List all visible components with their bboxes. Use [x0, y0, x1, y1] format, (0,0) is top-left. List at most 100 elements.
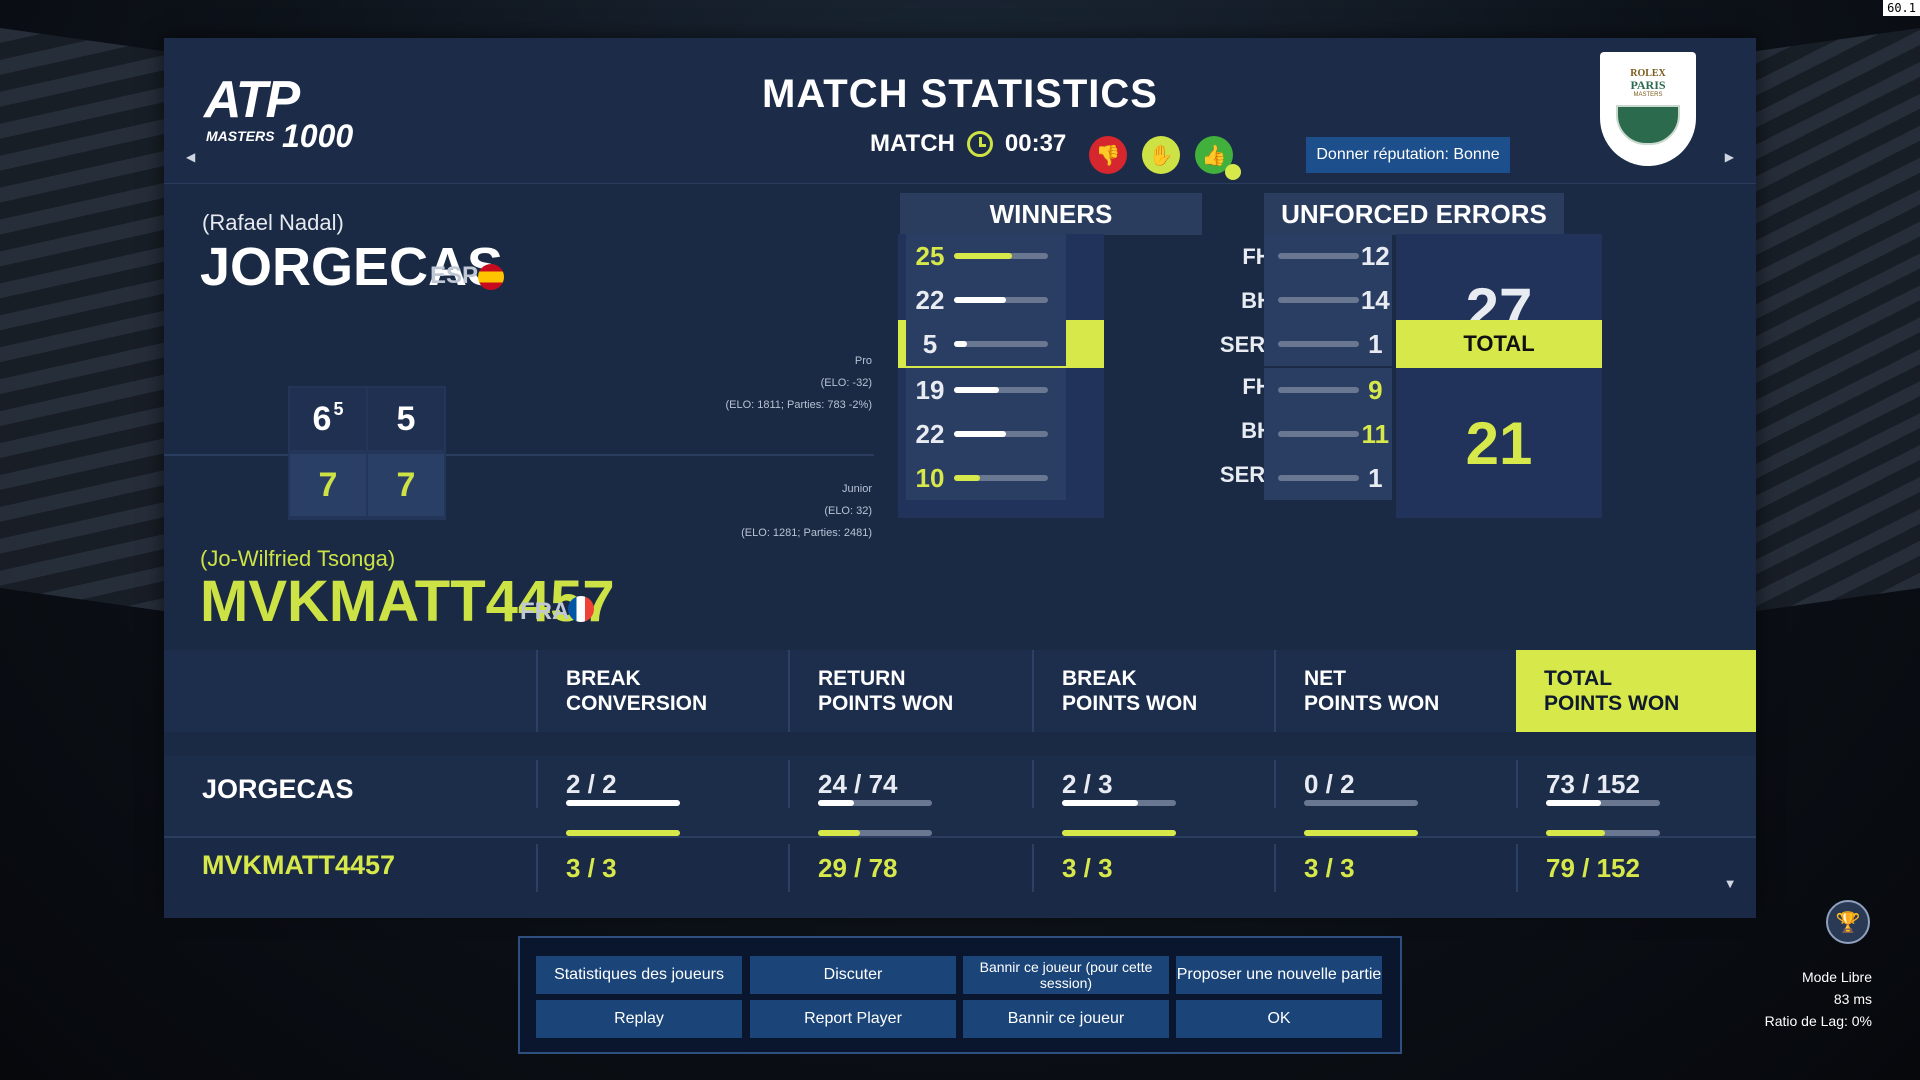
table-cell: 29 / 78: [788, 844, 898, 892]
report-player-button[interactable]: Report Player: [750, 1000, 956, 1038]
thumbs-down-icon[interactable]: 👎: [1089, 136, 1127, 174]
player-divider: [164, 454, 874, 456]
winners-p2-fh: 19: [906, 368, 1066, 412]
game-mode: Mode Libre: [1801, 969, 1872, 985]
winners-bar: [954, 341, 1048, 347]
p1-set2-score: 5: [368, 388, 444, 450]
errors-p2-bh: 11: [1264, 412, 1392, 456]
errors-bar: [1278, 341, 1359, 347]
clock-icon: [966, 131, 993, 157]
winners-bar-fill: [954, 297, 1006, 303]
winners-bar-fill: [954, 431, 1006, 437]
replay-button[interactable]: Replay: [536, 1000, 742, 1038]
action-menu: Statistiques des joueurs Discuter Bannir…: [518, 936, 1402, 1054]
next-arrow-icon[interactable]: ▶: [1724, 150, 1734, 164]
errors-bar: [1278, 253, 1359, 259]
errors-bar: [1278, 431, 1359, 437]
winners-value: 22: [915, 284, 945, 315]
errors-value: 14: [1360, 284, 1390, 315]
winners-bar-fill: [954, 341, 968, 347]
page-title: MATCH STATISTICS: [762, 72, 1158, 116]
errors-value: 11: [1361, 418, 1390, 449]
winners-bar-fill: [954, 475, 981, 481]
table-bar: [1062, 830, 1176, 836]
winners-bar-fill: [954, 253, 1013, 259]
winners-value: 25: [915, 240, 945, 271]
winners-p1-fh: 25: [906, 234, 1066, 278]
errors-value: 12: [1360, 240, 1390, 271]
row-player-name: JORGECAS: [202, 774, 354, 804]
match-time: 00:37: [1004, 130, 1067, 157]
player1-real-name: (Rafael Nadal): [202, 210, 344, 235]
winners-value: 22: [915, 418, 945, 449]
table-bar: [566, 830, 680, 836]
player2-country: FRA: [520, 598, 570, 625]
errors-p2-fh: 9: [1264, 368, 1392, 412]
table-cell: 0 / 2: [1274, 760, 1355, 808]
winners-value: 10: [915, 462, 945, 493]
row-player-name: MVKMATT4457: [202, 850, 396, 880]
errors-bar: [1278, 297, 1359, 303]
errors-p2-serve: 1: [1264, 456, 1392, 500]
players-section: (Rafael Nadal) JORGECAS ESP Pro (ELO: -3…: [164, 184, 880, 640]
p2-set2-score: 7: [368, 454, 444, 516]
reputation-icons: 👎 ✋ 👍: [1089, 136, 1241, 180]
table-bar-fill: [1062, 800, 1139, 806]
table-bar-fill: [566, 830, 680, 836]
winners-bar: [954, 475, 1048, 481]
row-divider: [164, 836, 1756, 838]
lag-ratio: Ratio de Lag: 0%: [1764, 1013, 1872, 1029]
table-bar-fill: [818, 830, 861, 836]
france-flag-icon: [568, 596, 594, 622]
stadium-stand-left: [0, 28, 170, 612]
col-net-points-won: NET POINTS WON: [1274, 650, 1518, 732]
table-cell: 3 / 3: [1274, 844, 1355, 892]
table-bar-fill: [1304, 830, 1418, 836]
thumbs-up-icon[interactable]: 👍: [1195, 136, 1241, 180]
panel-header: ATP MASTERS 1000 ◀ ▶ MATCH STATISTICS MA…: [164, 38, 1756, 184]
unforced-errors-header: UNFORCED ERRORS: [1264, 193, 1564, 235]
give-reputation-button[interactable]: Donner réputation: Bonne: [1306, 137, 1510, 173]
table-cell: 2 / 3: [1032, 760, 1113, 808]
ban-player-button[interactable]: Bannir ce joueur: [963, 1000, 1169, 1038]
player2-real-name: (Jo-Wilfried Tsonga): [200, 546, 396, 571]
prev-arrow-icon[interactable]: ◀: [186, 150, 196, 164]
winners-value: 5: [922, 328, 938, 359]
winners-p2-bh: 22: [906, 412, 1066, 456]
errors-value: 1: [1368, 328, 1383, 359]
errors-p1-serve: 1: [1264, 322, 1392, 366]
atp-masters-logo: ATP MASTERS 1000: [204, 71, 354, 154]
thumbs-sideways-icon[interactable]: ✋: [1142, 136, 1180, 174]
table-cell: 79 / 152: [1516, 844, 1640, 892]
player-stats-button[interactable]: Statistiques des joueurs: [536, 956, 742, 994]
table-bar: [818, 800, 932, 806]
table-bar-fill: [1062, 830, 1176, 836]
table-cell: 24 / 74: [788, 760, 898, 808]
col-return-points-won: RETURN POINTS WON: [788, 650, 1032, 732]
table-row: JORGECAS: [164, 756, 1756, 836]
game-mode-icon: 🏆: [1826, 900, 1870, 944]
errors-value: 1: [1368, 462, 1383, 493]
scroll-down-icon[interactable]: ▼: [1726, 879, 1734, 890]
court-emblem-icon: [1616, 104, 1680, 145]
player2-elo: Junior (ELO: 32) (ELO: 1281; Parties: 24…: [741, 483, 872, 539]
table-bar: [1546, 830, 1660, 836]
table-bar: [566, 800, 680, 806]
col-break-conversion: BREAK CONVERSION: [536, 650, 788, 732]
winners-p1-serve: 5: [906, 322, 1066, 366]
ok-button[interactable]: OK: [1176, 1000, 1382, 1038]
spain-flag-icon: [478, 264, 504, 290]
winners-bar: [954, 431, 1048, 437]
chat-button[interactable]: Discuter: [750, 956, 956, 994]
errors-value: 9: [1368, 374, 1383, 405]
new-game-button[interactable]: Proposer une nouvelle partie: [1176, 956, 1382, 994]
table-bar: [1546, 800, 1660, 806]
winners-bar: [954, 297, 1048, 303]
table-bar: [1304, 800, 1418, 806]
winners-bar-fill: [954, 387, 1000, 393]
ban-session-button[interactable]: Bannir ce joueur (pour cette session): [963, 956, 1169, 994]
match-label: MATCH: [870, 130, 955, 157]
player1-country: ESP: [430, 262, 479, 289]
